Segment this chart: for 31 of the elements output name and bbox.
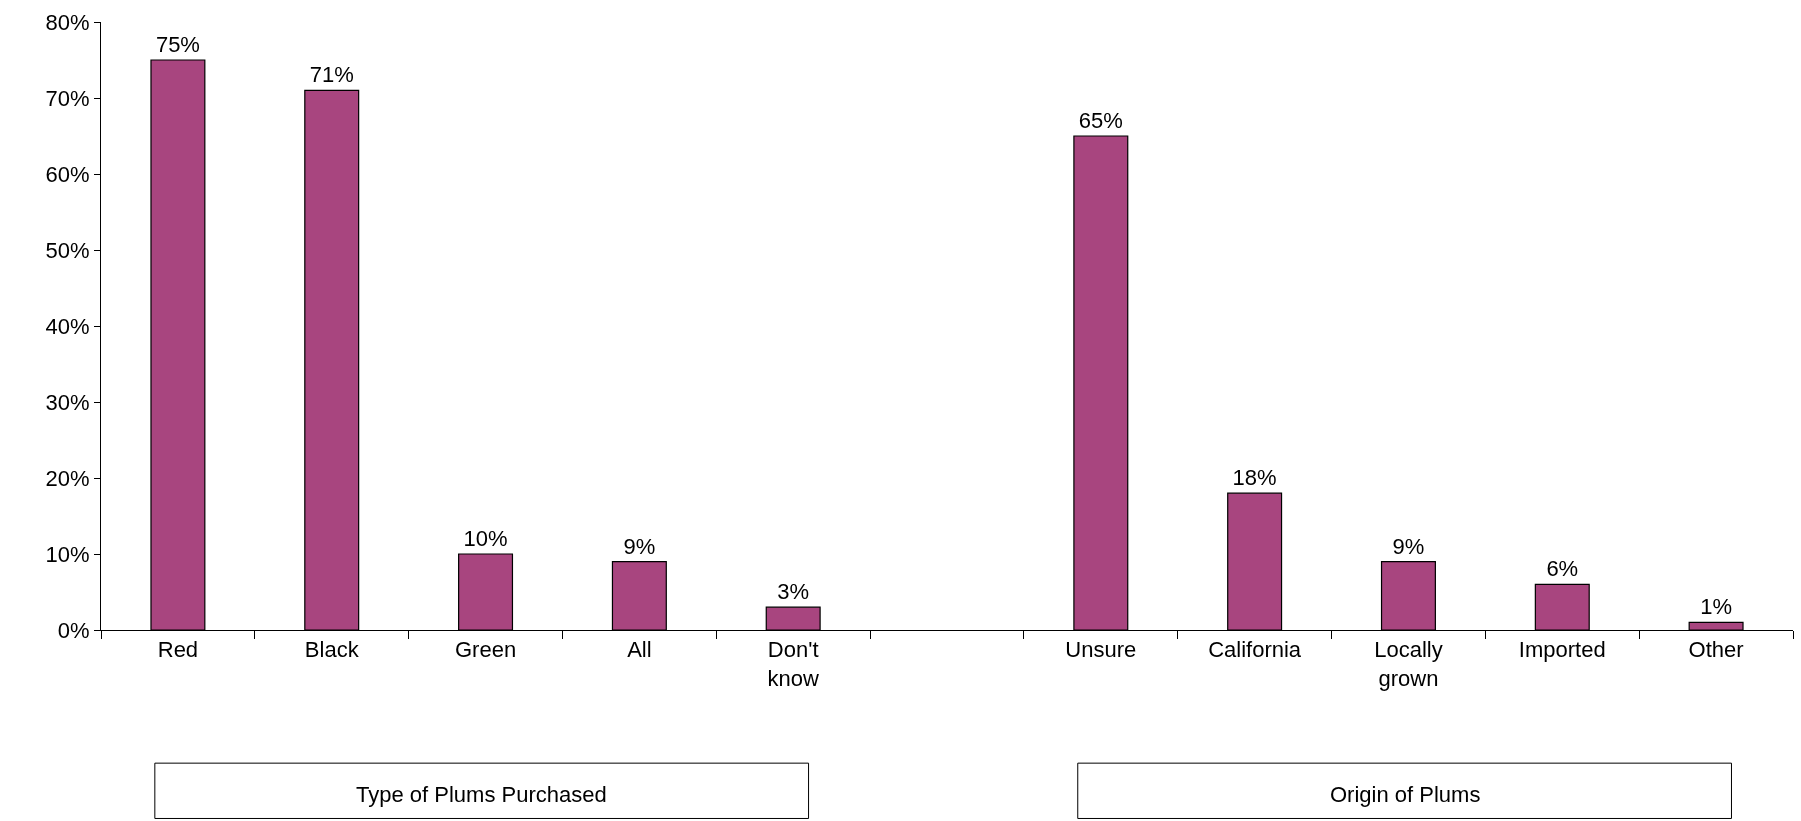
data-label: 6%	[1546, 556, 1579, 582]
x-tick-label: Black	[304, 637, 360, 663]
x-tick-label: Other	[1688, 637, 1744, 663]
x-tick-label: All	[627, 637, 652, 663]
data-label: 75%	[155, 32, 200, 57]
data-label: 18%	[1232, 465, 1277, 491]
x-tick-label: Locally grown	[1374, 637, 1443, 691]
y-tick-label: 20%	[45, 465, 90, 491]
text: Origin of Plums	[1330, 782, 1481, 807]
y-tick-label: 10%	[45, 541, 90, 567]
text: Type of Plums Purchased	[356, 782, 607, 807]
y-tick-label: 60%	[45, 161, 90, 187]
x-tick-label: Red	[157, 637, 199, 663]
y-tick-label: 80%	[45, 9, 90, 35]
data-label: 10%	[463, 526, 508, 551]
y-tick-label: 70%	[45, 85, 90, 111]
data-label: 3%	[777, 579, 810, 605]
x-tick-label: California	[1208, 637, 1302, 663]
y-tick-label: 0%	[57, 617, 90, 643]
data-label: 9%	[623, 533, 656, 559]
data-label: 65%	[1078, 108, 1123, 133]
x-tick-label: Don't know	[767, 637, 819, 691]
x-tick-label: Unsure	[1065, 637, 1137, 663]
x-tick-label: Green	[454, 637, 517, 663]
data-label: 1%	[1700, 594, 1732, 620]
data-label: 9%	[1392, 533, 1425, 559]
data-label: 71%	[309, 62, 354, 88]
y-tick-label: 50%	[45, 237, 90, 263]
y-tick-label: 30%	[45, 389, 90, 415]
x-tick-label: Imported	[1518, 637, 1606, 663]
y-tick-label: 40%	[45, 313, 90, 339]
